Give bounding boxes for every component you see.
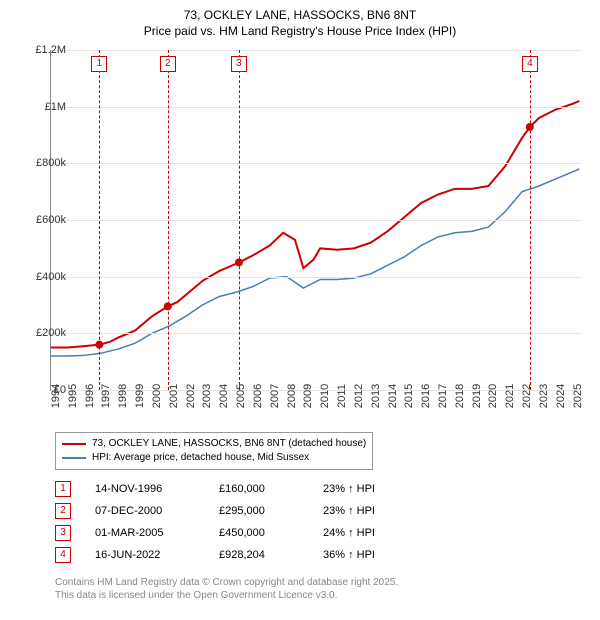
transaction-delta: 36% ↑ HPI — [323, 549, 413, 561]
transaction-row: 2 07-DEC-2000 £295,000 23% ↑ HPI — [55, 500, 413, 522]
transaction-date: 14-NOV-1996 — [95, 483, 195, 495]
transaction-marker-badge: 1 — [91, 56, 107, 72]
transaction-badge: 1 — [55, 481, 71, 497]
transaction-marker-line — [239, 50, 240, 390]
gridline — [51, 50, 581, 51]
x-tick-label: 1998 — [117, 384, 129, 408]
transaction-marker-badge: 2 — [160, 56, 176, 72]
x-tick-label: 1997 — [100, 384, 112, 408]
x-tick-label: 2002 — [185, 384, 197, 408]
y-tick-label: £1.2M — [35, 44, 66, 56]
x-tick-label: 1995 — [67, 384, 79, 408]
x-tick-label: 1994 — [50, 384, 62, 408]
transaction-date: 07-DEC-2000 — [95, 505, 195, 517]
transaction-badge: 3 — [55, 525, 71, 541]
x-tick-label: 2023 — [538, 384, 550, 408]
series-line — [51, 101, 579, 348]
chart-title: 73, OCKLEY LANE, HASSOCKS, BN6 8NT Price… — [0, 0, 600, 39]
x-tick-label: 2012 — [353, 384, 365, 408]
transaction-marker-line — [99, 50, 100, 390]
y-tick-label: £800k — [36, 157, 66, 169]
y-tick-label: £400k — [36, 271, 66, 283]
legend-label: 73, OCKLEY LANE, HASSOCKS, BN6 8NT (deta… — [92, 437, 366, 451]
x-tick-label: 2004 — [218, 384, 230, 408]
transaction-date: 01-MAR-2005 — [95, 527, 195, 539]
x-tick-label: 2019 — [471, 384, 483, 408]
x-tick-label: 2024 — [555, 384, 567, 408]
transaction-marker-badge: 4 — [522, 56, 538, 72]
y-tick-label: £200k — [36, 327, 66, 339]
legend-item: 73, OCKLEY LANE, HASSOCKS, BN6 8NT (deta… — [62, 437, 366, 451]
transaction-delta: 24% ↑ HPI — [323, 527, 413, 539]
transaction-delta: 23% ↑ HPI — [323, 483, 413, 495]
legend-label: HPI: Average price, detached house, Mid … — [92, 451, 309, 465]
x-tick-label: 2001 — [168, 384, 180, 408]
x-tick-label: 2018 — [454, 384, 466, 408]
x-tick-label: 2008 — [286, 384, 298, 408]
x-tick-label: 2021 — [504, 384, 516, 408]
transaction-price: £295,000 — [219, 505, 299, 517]
x-tick-label: 1996 — [84, 384, 96, 408]
transaction-price: £450,000 — [219, 527, 299, 539]
gridline — [51, 333, 581, 334]
transaction-price: £928,204 — [219, 549, 299, 561]
x-tick-label: 2015 — [403, 384, 415, 408]
footer-line: This data is licensed under the Open Gov… — [55, 589, 398, 602]
transaction-date: 16-JUN-2022 — [95, 549, 195, 561]
transaction-delta: 23% ↑ HPI — [323, 505, 413, 517]
title-subtitle: Price paid vs. HM Land Registry's House … — [0, 24, 600, 40]
gridline — [51, 107, 581, 108]
x-tick-label: 2000 — [151, 384, 163, 408]
legend: 73, OCKLEY LANE, HASSOCKS, BN6 8NT (deta… — [55, 432, 373, 470]
y-tick-label: £600k — [36, 214, 66, 226]
series-line — [51, 169, 579, 356]
x-tick-label: 2017 — [437, 384, 449, 408]
x-tick-label: 2016 — [420, 384, 432, 408]
x-tick-label: 2006 — [252, 384, 264, 408]
gridline — [51, 390, 581, 391]
attribution-footer: Contains HM Land Registry data © Crown c… — [55, 576, 398, 602]
legend-swatch — [62, 457, 86, 459]
x-tick-label: 2010 — [319, 384, 331, 408]
gridline — [51, 220, 581, 221]
footer-line: Contains HM Land Registry data © Crown c… — [55, 576, 398, 589]
transaction-badge: 2 — [55, 503, 71, 519]
x-tick-label: 2011 — [336, 384, 348, 408]
title-address: 73, OCKLEY LANE, HASSOCKS, BN6 8NT — [0, 8, 600, 24]
transaction-row: 3 01-MAR-2005 £450,000 24% ↑ HPI — [55, 522, 413, 544]
x-tick-label: 2025 — [572, 384, 584, 408]
transaction-marker-badge: 3 — [231, 56, 247, 72]
x-tick-label: 2020 — [487, 384, 499, 408]
x-tick-label: 2003 — [201, 384, 213, 408]
x-tick-label: 2013 — [370, 384, 382, 408]
transaction-marker-line — [168, 50, 169, 390]
transaction-table: 1 14-NOV-1996 £160,000 23% ↑ HPI 2 07-DEC-200… — [55, 478, 413, 566]
x-tick-label: 2007 — [269, 384, 281, 408]
transaction-row: 1 14-NOV-1996 £160,000 23% ↑ HPI — [55, 478, 413, 500]
transaction-row: 4 16-JUN-2022 £928,204 36% ↑ HPI — [55, 544, 413, 566]
x-tick-label: 2005 — [235, 384, 247, 408]
transaction-marker-line — [530, 50, 531, 390]
legend-swatch — [62, 443, 86, 445]
x-tick-label: 2009 — [302, 384, 314, 408]
x-tick-label: 1999 — [134, 384, 146, 408]
gridline — [51, 163, 581, 164]
transaction-price: £160,000 — [219, 483, 299, 495]
gridline — [51, 277, 581, 278]
legend-item: HPI: Average price, detached house, Mid … — [62, 451, 366, 465]
chart-container: 73, OCKLEY LANE, HASSOCKS, BN6 8NT Price… — [0, 0, 600, 620]
x-tick-label: 2022 — [521, 384, 533, 408]
transaction-badge: 4 — [55, 547, 71, 563]
plot-area: 1 2 3 4 — [50, 50, 581, 391]
x-tick-label: 2014 — [387, 384, 399, 408]
y-tick-label: £1M — [45, 101, 66, 113]
